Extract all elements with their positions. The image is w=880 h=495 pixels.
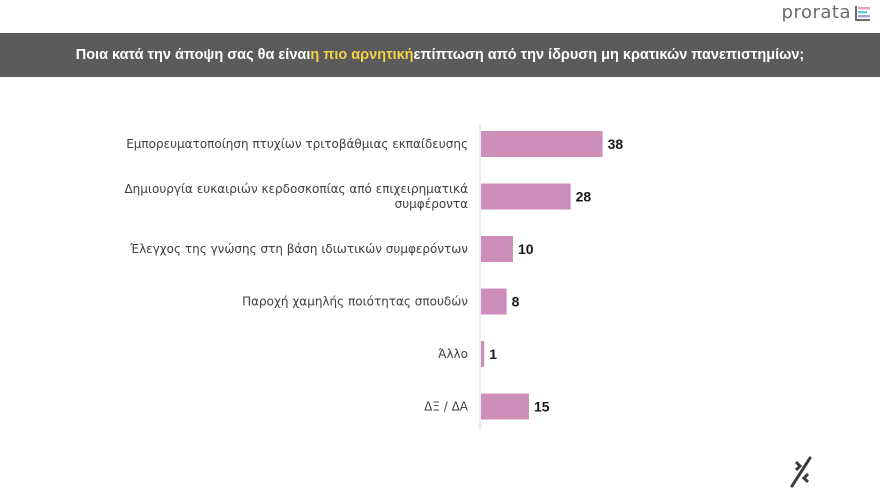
logo-bars-icon bbox=[855, 5, 870, 21]
brand-logo: prorata bbox=[782, 2, 872, 23]
question-title: Ποια κατά την άποψη σας θα είναι η πιο α… bbox=[0, 33, 880, 77]
bar bbox=[481, 288, 507, 315]
data-label: 1 bbox=[489, 346, 497, 362]
data-label: 8 bbox=[512, 294, 520, 310]
data-label: 15 bbox=[534, 399, 550, 415]
title-text-after: επίπτωση από την ίδρυση μη κρατικών πανε… bbox=[413, 47, 805, 63]
title-highlight: η πιο αρνητική bbox=[310, 47, 414, 63]
logo-text: prorata bbox=[781, 2, 851, 23]
category-label: συμφέροντα bbox=[395, 197, 468, 211]
category-label: Εμπορευματοποίηση πτυχίων τριτοβάθμιας ε… bbox=[126, 137, 468, 151]
bar bbox=[481, 131, 603, 157]
data-label: 28 bbox=[576, 189, 592, 205]
category-label: Έλεγχος της γνώσης στη βάση ιδιωτικών συ… bbox=[129, 242, 468, 256]
category-label: ΔΞ / ΔΑ bbox=[424, 400, 469, 414]
bar bbox=[481, 393, 529, 420]
data-label: 38 bbox=[608, 136, 624, 152]
bar bbox=[481, 236, 513, 262]
category-label: Δημιουργία ευκαιριών κερδοσκοπίας από επ… bbox=[124, 182, 468, 196]
category-label: Παροχή χαμηλής ποιότητας σπουδών bbox=[242, 295, 468, 309]
title-text-before: Ποια κατά την άποψη σας θα είναι bbox=[75, 47, 311, 63]
percent-icon bbox=[790, 456, 812, 488]
bar bbox=[481, 341, 485, 367]
bar bbox=[481, 183, 571, 210]
category-label: Άλλο bbox=[438, 347, 468, 361]
data-label: 10 bbox=[518, 241, 534, 257]
